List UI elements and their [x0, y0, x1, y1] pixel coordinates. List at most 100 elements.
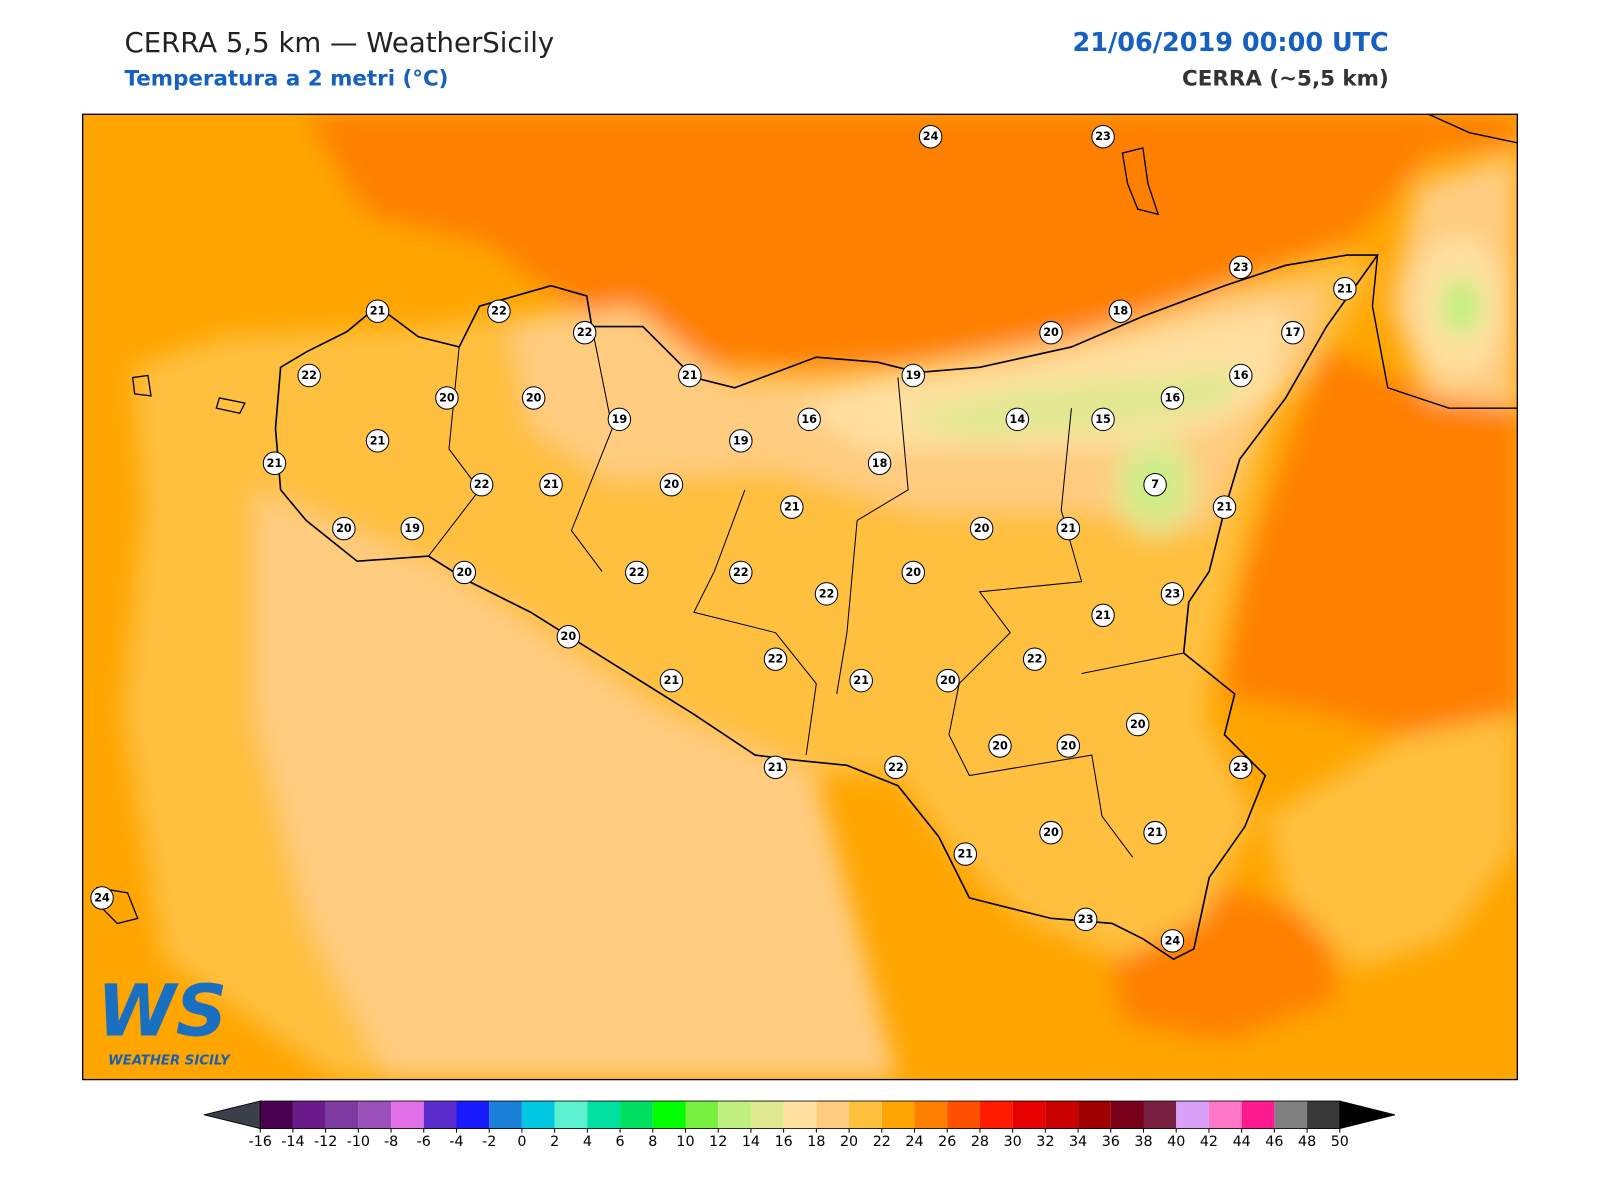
station-value: 22 [491, 305, 507, 318]
colorbar-under [203, 1100, 261, 1130]
station-value: 22 [629, 566, 645, 579]
colorbar: -16 -14 -12 -10 -8 -6 -4 -2 0 2 4 6 8 10 12 14 16 18 20 22 2… [203, 1100, 1395, 1150]
station-value: 22 [819, 587, 835, 600]
station-value: 21 [267, 457, 283, 470]
colorbar-segment [325, 1101, 359, 1129]
station-value: 15 [1095, 413, 1111, 426]
colorbar-segment [260, 1101, 293, 1129]
colorbar-tick-label: 30 [1004, 1134, 1022, 1150]
islands [96, 147, 1160, 925]
colorbar-segment [1176, 1101, 1209, 1129]
station-value: 19 [733, 434, 749, 447]
station-marker [625, 560, 649, 585]
colorbar-segment [554, 1101, 588, 1129]
calabria-coast [1371, 114, 1518, 409]
station-value: 20 [664, 478, 680, 491]
colorbar-segment [1110, 1101, 1144, 1129]
province-borders [428, 326, 1184, 858]
station-marker [1091, 125, 1115, 149]
colorbar-tick-label: 6 [616, 1134, 625, 1150]
coastline [274, 254, 1380, 961]
colorbar-tick-label: 18 [807, 1134, 825, 1150]
station-value: 21 [1337, 282, 1353, 295]
colorbar-tick-label: -16 [249, 1134, 272, 1150]
title: CERRA 5,5 km — WeatherSicily [124, 27, 554, 59]
station-marker [659, 668, 684, 693]
logo-name: WEATHER SICILY [108, 1053, 231, 1068]
station-marker [1229, 255, 1253, 280]
colorbar-segment [652, 1101, 686, 1129]
station-marker [729, 560, 753, 585]
station-value: 20 [456, 566, 472, 579]
station-value: 20 [561, 630, 577, 643]
colorbar-segment [423, 1101, 457, 1129]
station-marker [539, 472, 563, 497]
station-value: 14 [1010, 413, 1026, 426]
stations: 24 23 23 21 18 20 17 16 16 15 14 19 16 18 7 21 21 20 23 21 2… [90, 125, 1357, 953]
station-marker [332, 516, 356, 541]
station-value: 16 [801, 413, 817, 426]
logo: WS WEATHER SICILY [97, 970, 231, 1069]
station-value: 22 [301, 369, 317, 382]
station-value: 20 [1061, 739, 1077, 752]
station-marker [1281, 320, 1305, 345]
colorbar-tick-label: 46 [1265, 1134, 1283, 1150]
station-value: 22 [768, 653, 784, 666]
colorbar-segment [1045, 1101, 1079, 1129]
station-marker [487, 299, 511, 323]
colorbar-tick-label: -8 [384, 1134, 398, 1150]
station-marker [849, 668, 873, 693]
colorbar-segment [1012, 1101, 1046, 1129]
station-marker [365, 299, 390, 323]
station-marker [1039, 320, 1063, 345]
station-value: 21 [1217, 501, 1233, 514]
colorbar-frame [259, 1100, 1341, 1129]
station-value: 22 [474, 478, 490, 491]
map: 24 23 23 21 18 20 17 16 16 15 14 19 16 18 7 21 21 20 23 21 2… [82, 114, 1518, 1080]
colorbar-tick-label: 40 [1167, 1134, 1185, 1150]
station-marker [797, 407, 821, 432]
model: CERRA (~5,5 km) [1182, 67, 1389, 92]
station-marker [365, 429, 390, 453]
colorbar-segment [849, 1101, 882, 1129]
station-value: 24 [94, 891, 110, 904]
colorbar-segment [489, 1101, 522, 1129]
colorbar-tick-label: 0 [517, 1134, 526, 1150]
station-marker [400, 516, 424, 541]
station-marker [1333, 277, 1357, 301]
station-value: 21 [1147, 826, 1163, 839]
station-marker [884, 755, 908, 780]
station-marker [936, 668, 960, 693]
colorbar-segment [521, 1101, 555, 1129]
colorbar-tick-label: 14 [742, 1134, 760, 1150]
station-marker [297, 363, 321, 388]
station-value: 19 [905, 369, 921, 382]
station-marker [901, 363, 925, 388]
colorbar-tick-label: 20 [840, 1134, 858, 1150]
colorbar-segment [1274, 1101, 1308, 1129]
station-marker [969, 516, 994, 541]
station-value: 16 [1165, 391, 1181, 404]
station-value: 19 [404, 522, 420, 535]
station-marker [867, 451, 892, 475]
station-value: 24 [923, 130, 939, 143]
colorbar-segment [979, 1101, 1013, 1129]
station-value: 23 [1233, 261, 1249, 274]
station-value: 18 [1113, 305, 1129, 318]
colorbar-tick-label: 28 [971, 1134, 989, 1150]
colorbar-tick-label: 50 [1331, 1134, 1349, 1150]
station-value: 18 [872, 457, 888, 470]
colorbar-segment [914, 1101, 948, 1129]
station-marker [572, 320, 597, 345]
station-value: 20 [439, 391, 455, 404]
colorbar-tick-label: 12 [709, 1134, 727, 1150]
station-marker [262, 451, 287, 475]
station-marker [1022, 647, 1047, 671]
colorbar-tick-label: 26 [938, 1134, 956, 1150]
station-value: 23 [1165, 587, 1181, 600]
station-value: 17 [1285, 326, 1301, 339]
station-marker [435, 386, 459, 410]
station-value: 19 [612, 413, 628, 426]
station-marker [1108, 299, 1133, 323]
